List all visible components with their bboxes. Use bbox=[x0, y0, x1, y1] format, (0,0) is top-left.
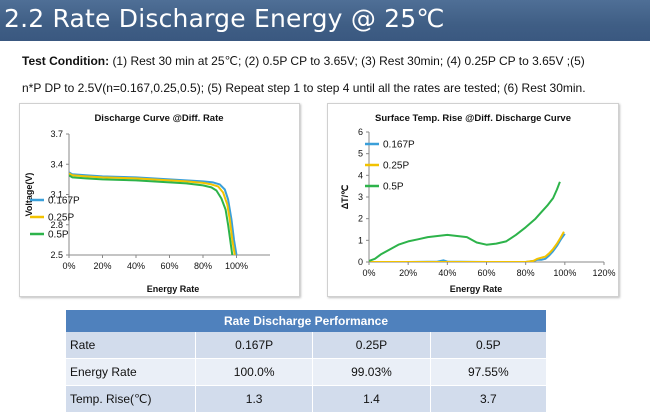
legend-label: 0.25P bbox=[48, 213, 74, 224]
title-bar: 2.2 Rate Discharge Energy @ 25℃ bbox=[0, 0, 650, 41]
series-line-0.25P bbox=[69, 172, 236, 255]
table-row-energy-rate: Energy Rate 100.0% 99.03% 97.55% bbox=[66, 358, 546, 386]
x-tick-label: 100% bbox=[553, 268, 576, 278]
legend-label: 0.167P bbox=[48, 196, 80, 207]
discharge-curve-chart: Discharge Curve @Diff. Rate 2.5 2.8 3.1 3.4 3… bbox=[24, 113, 270, 294]
x-axis-label: Energy Rate bbox=[450, 284, 503, 294]
table-cell: 1.4 bbox=[312, 385, 431, 412]
y-tick-label: 3 bbox=[358, 192, 363, 202]
table-title: Rate Discharge Performance bbox=[66, 310, 546, 332]
page-title: 2.2 Rate Discharge Energy @ 25℃ bbox=[4, 4, 445, 33]
x-tick-label: 100% bbox=[225, 261, 248, 271]
y-tick-label: 3.7 bbox=[50, 129, 63, 139]
x-tick-label: 60% bbox=[477, 268, 495, 278]
y-tick-label: 5 bbox=[358, 149, 363, 159]
temp-rise-chart: Surface Temp. Rise @Diff. Discharge Curv… bbox=[340, 113, 616, 294]
x-tick-label: 80% bbox=[194, 261, 212, 271]
table-cell: 0.167P bbox=[194, 332, 313, 359]
x-tick-label: 40% bbox=[127, 261, 145, 271]
y-tick-label: 4 bbox=[358, 170, 363, 180]
table-row-rate: Rate 0.167P 0.25P 0.5P bbox=[66, 332, 546, 359]
row-label: Rate bbox=[66, 332, 196, 359]
x-tick-label: 60% bbox=[160, 261, 178, 271]
legend-label: 0.5P bbox=[383, 182, 404, 193]
y-tick-label: 1 bbox=[358, 235, 363, 245]
series-line-0.5P bbox=[369, 181, 561, 262]
chart-title: Surface Temp. Rise @Diff. Discharge Curv… bbox=[375, 113, 571, 124]
x-axis-label: Energy Rate bbox=[147, 284, 200, 294]
x-tick-label: 120% bbox=[592, 268, 615, 278]
discharge-curve-panel: Discharge Curve @Diff. Rate 2.5 2.8 3.1 3.4 3… bbox=[19, 103, 300, 297]
y-tick-label: 2.5 bbox=[50, 250, 63, 260]
x-tick-label: 40% bbox=[438, 268, 456, 278]
y-axis-label: ΔT/℃ bbox=[340, 185, 350, 210]
y-tick-label: 0 bbox=[358, 257, 363, 267]
chart-title: Discharge Curve @Diff. Rate bbox=[94, 113, 223, 124]
y-tick-label: 3.1 bbox=[50, 190, 63, 200]
table-cell: 99.03% bbox=[312, 358, 431, 386]
x-tick-label: 0% bbox=[362, 268, 375, 278]
row-label: Energy Rate bbox=[66, 358, 196, 386]
table-row-temp-rise: Temp. Rise(℃) 1.3 1.4 3.7 bbox=[66, 385, 546, 412]
y-tick-label: 6 bbox=[358, 127, 363, 137]
x-tick-label: 80% bbox=[517, 268, 535, 278]
table-cell: 1.3 bbox=[194, 385, 313, 412]
y-tick-label: 2 bbox=[358, 214, 363, 224]
x-tick-label: 20% bbox=[93, 261, 111, 271]
table-cell: 97.55% bbox=[429, 358, 546, 386]
test-condition-line-2: n*P DP to 2.5V(n=0.167,0.25,0.5); (5) Re… bbox=[22, 81, 586, 95]
table-cell: 0.25P bbox=[312, 332, 431, 359]
legend-label: 0.25P bbox=[383, 161, 409, 172]
table-cell: 0.5P bbox=[429, 332, 546, 359]
rate-discharge-performance-table: Rate Discharge Performance Rate 0.167P 0… bbox=[66, 310, 546, 412]
legend-label: 0.5P bbox=[48, 230, 69, 241]
y-tick-label: 3.4 bbox=[50, 159, 63, 169]
series-line-0.5P bbox=[69, 174, 234, 255]
test-condition-line-1: Test Condition: (1) Rest 30 min at 25℃; … bbox=[22, 54, 585, 68]
row-label: Temp. Rise(℃) bbox=[66, 385, 196, 412]
test-condition-label: Test Condition: bbox=[22, 54, 110, 68]
table-cell: 3.7 bbox=[429, 385, 546, 412]
table-cell: 100.0% bbox=[194, 358, 313, 386]
series-line-0.25P bbox=[369, 231, 565, 262]
y-tick-label: 2.8 bbox=[50, 220, 63, 230]
x-tick-label: 0% bbox=[62, 261, 75, 271]
test-condition-text-1: (1) Rest 30 min at 25℃; (2) 0.5P CP to 3… bbox=[112, 54, 585, 68]
legend-label: 0.167P bbox=[383, 140, 415, 151]
temp-rise-panel: Surface Temp. Rise @Diff. Discharge Curv… bbox=[327, 103, 619, 297]
x-tick-label: 20% bbox=[399, 268, 417, 278]
y-axis-label: Voltage(V) bbox=[24, 173, 34, 217]
